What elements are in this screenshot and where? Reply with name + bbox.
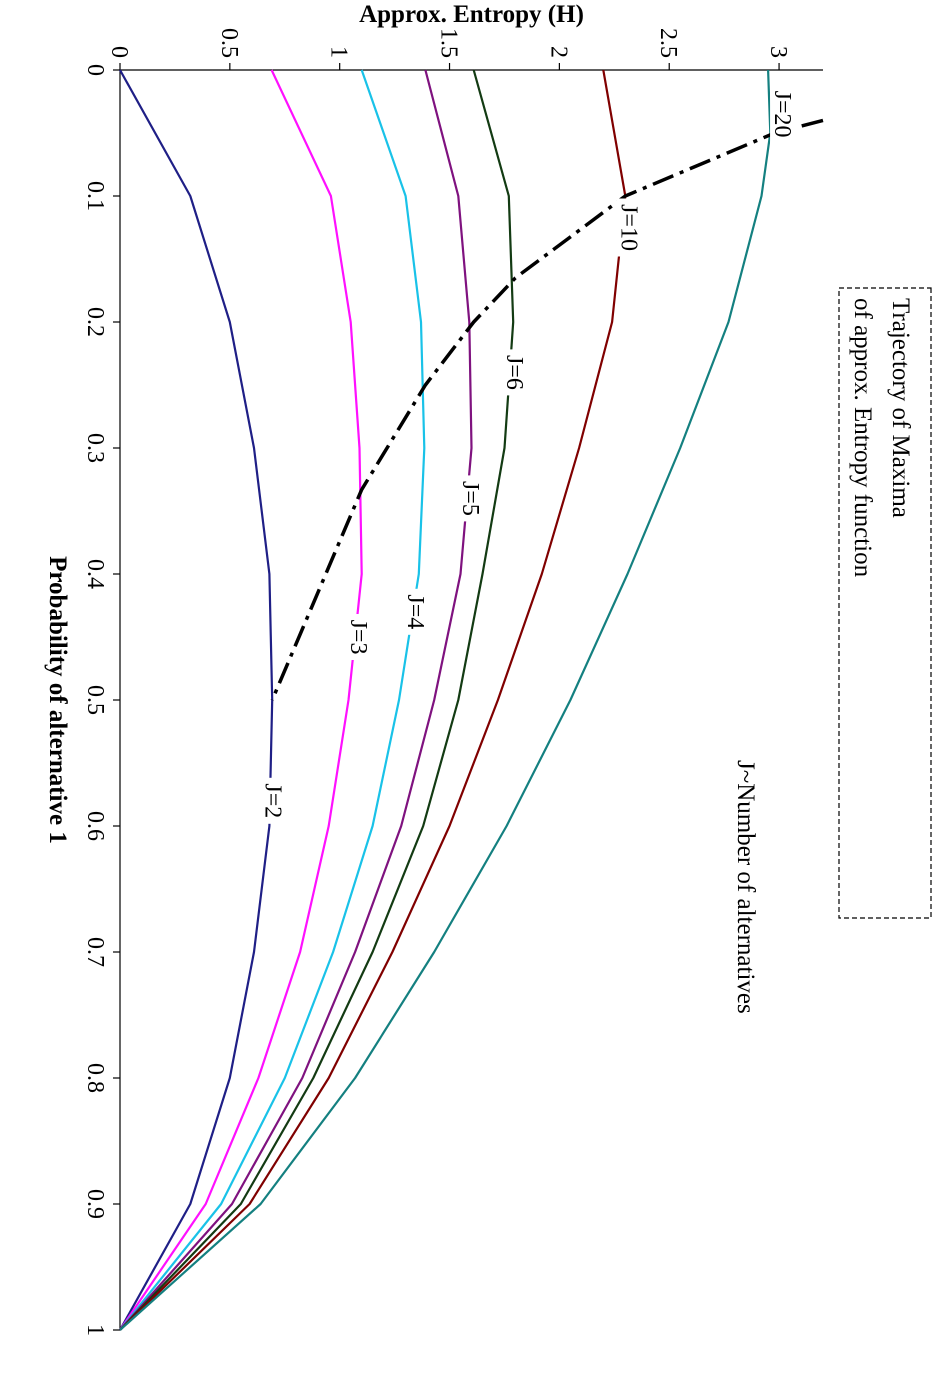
x-tick-label: 0.3 [82,433,108,463]
callout-line-1: Trajectory of Maxima [887,298,914,518]
series-label-bg [458,475,485,522]
callout-border [838,287,932,919]
x-tick-label: 0 [82,64,108,76]
axes-layer: 0 0.1 0.2 0.3 0.4 0.5 0.6 0.7 0.8 0.9 1 0 0.5 1 1.5 2 2.… [82,28,823,1336]
series-label-bg [403,588,430,635]
series-label: J=4 [402,594,428,629]
series-line-7 [270,118,824,701]
series-label-bg [502,349,529,396]
series-label-bg [770,85,797,144]
series-label-bg [260,777,287,824]
y-tick-label: 2.5 [655,28,681,58]
y-tick-label: 0.5 [216,28,242,58]
series-line-1 [119,69,363,1331]
label-layer: J=2 J=3 J=4 J=5 J=6 J=10 J=20 [259,85,797,824]
series-line-0 [119,69,274,1331]
series-line-2 [119,69,426,1331]
x-tick-label: 0.6 [82,811,108,841]
series-label: J=10 [615,204,641,251]
x-tick-label: 0.8 [82,1063,108,1093]
y-axis-label: Approx. Entropy (H) [359,1,584,28]
series-line-3 [119,69,473,1331]
y-tick-label: 1.5 [436,28,462,58]
series-label-bg [346,614,373,660]
series-label: J=5 [457,481,483,516]
x-tick-label: 0.9 [82,1189,108,1219]
x-tick-label: 0.7 [82,937,108,967]
series-label-bg [616,198,643,257]
callout-box: Trajectory of Maxima of approx. Entropy … [838,287,932,919]
series-label: J=3 [345,620,371,655]
series-line-6 [119,69,772,1331]
y-tick-label: 0 [106,46,132,58]
x-tick-label: 0.2 [82,307,108,337]
series-label: J=20 [769,91,795,138]
callout-line-2: of approx. Entropy function [849,298,876,578]
series-label: J=6 [501,355,527,390]
x-tick-label: 1 [82,1324,108,1336]
x-tick-label: 0.1 [82,181,108,211]
x-tick-label: 0.5 [82,685,108,715]
series-line-4 [119,69,515,1331]
x-axis-label: Probability of alternative 1 [44,556,71,844]
series-label: J=2 [259,783,285,818]
y-tick-label: 1 [326,46,352,58]
series-layer [119,69,824,1331]
y-tick-label: 3 [765,46,791,58]
annotation-text: J~Number of alternatives [732,760,759,1014]
series-line-5 [119,69,627,1331]
y-tick-label: 2 [545,46,571,58]
x-tick-label: 0.4 [82,559,108,589]
